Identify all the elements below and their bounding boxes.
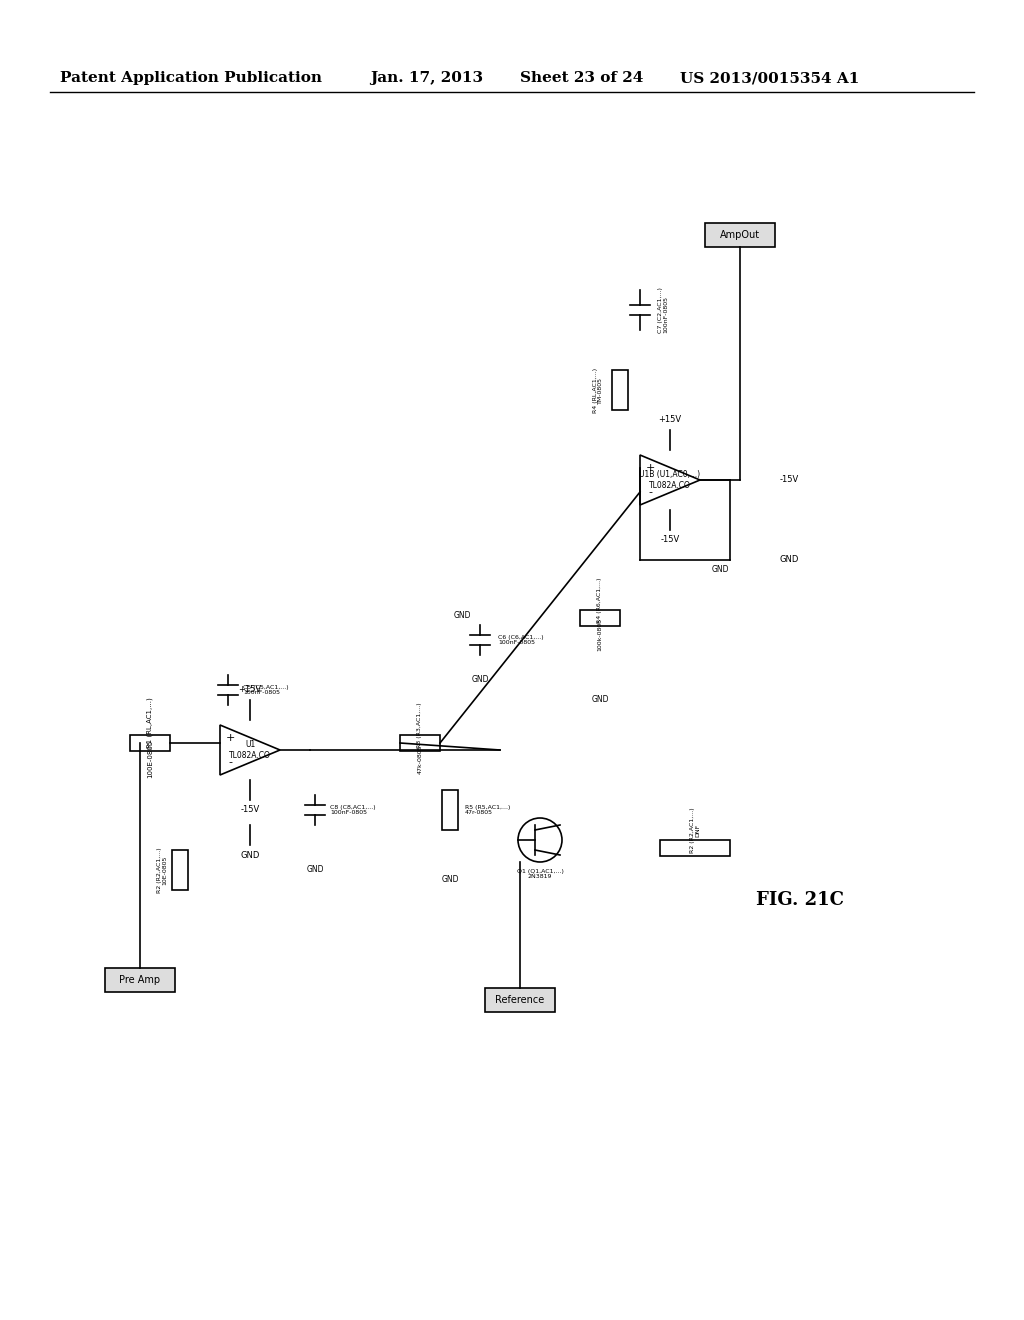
Text: R2 (R2,AC1,...)
DNF: R2 (R2,AC1,...) DNF <box>689 808 700 853</box>
Text: R1 (RL,AC1,...): R1 (RL,AC1,...) <box>146 698 154 748</box>
Bar <box>172 850 188 890</box>
Bar <box>705 223 775 247</box>
Text: -15V: -15V <box>241 805 260 814</box>
Text: +15V: +15V <box>239 685 261 694</box>
Bar <box>612 370 628 411</box>
Text: R3 (R3,AC1,...): R3 (R3,AC1,...) <box>418 702 423 748</box>
Text: C6 (C6,AC1,...)
100nF-0805: C6 (C6,AC1,...) 100nF-0805 <box>498 635 544 645</box>
Text: GND: GND <box>441 875 459 884</box>
Text: C7 (C2,AC1,...)
100nF-0805: C7 (C2,AC1,...) 100nF-0805 <box>658 286 669 333</box>
Text: Patent Application Publication: Patent Application Publication <box>60 71 322 84</box>
Text: R2 (R2,AC1,...)
10E-0805: R2 (R2,AC1,...) 10E-0805 <box>157 847 167 892</box>
Text: GND: GND <box>241 850 260 859</box>
Text: R4 (RL,AC1,...)
TM-0805: R4 (RL,AC1,...) TM-0805 <box>593 367 603 413</box>
Bar <box>105 968 175 993</box>
Text: Sheet 23 of 24: Sheet 23 of 24 <box>520 71 643 84</box>
Text: Pre Amp: Pre Amp <box>120 975 161 985</box>
Text: U1
TL082A.CO: U1 TL082A.CO <box>229 741 271 760</box>
Text: R5 (R5,AC1,...)
47r-0805: R5 (R5,AC1,...) 47r-0805 <box>465 805 510 816</box>
Text: +: + <box>645 463 654 473</box>
Text: Q1 (Q1,AC1,...)
2N3819: Q1 (Q1,AC1,...) 2N3819 <box>516 869 563 879</box>
Text: US 2013/0015354 A1: US 2013/0015354 A1 <box>680 71 859 84</box>
Text: GND: GND <box>780 556 800 565</box>
Text: 47k-0805: 47k-0805 <box>418 744 423 774</box>
Bar <box>400 735 440 751</box>
Text: GND: GND <box>471 676 488 685</box>
Text: GND: GND <box>712 565 729 574</box>
Text: 100k-0805: 100k-0805 <box>597 618 602 651</box>
Text: 100E-0805: 100E-0805 <box>147 741 153 777</box>
Text: AmpOut: AmpOut <box>720 230 760 240</box>
Bar <box>660 840 730 855</box>
Text: FIG. 21C: FIG. 21C <box>756 891 844 909</box>
Text: -: - <box>228 756 232 767</box>
Text: C5 (C5,AC1,...)
100nF-0805: C5 (C5,AC1,...) 100nF-0805 <box>243 685 289 696</box>
Text: C8 (C8,AC1,...)
100nF-0805: C8 (C8,AC1,...) 100nF-0805 <box>330 805 376 816</box>
Text: R4 (R6,AC1,...): R4 (R6,AC1,...) <box>597 577 602 623</box>
Bar <box>442 789 458 830</box>
Text: GND: GND <box>306 866 324 874</box>
Text: +: + <box>225 733 234 743</box>
Bar <box>485 987 555 1012</box>
Text: Jan. 17, 2013: Jan. 17, 2013 <box>370 71 483 84</box>
Text: Reference: Reference <box>496 995 545 1005</box>
Text: GND: GND <box>454 610 471 619</box>
Bar <box>580 610 620 626</box>
Text: -: - <box>648 487 652 498</box>
Text: GND: GND <box>591 696 608 705</box>
Text: -15V: -15V <box>780 475 800 484</box>
Bar <box>130 735 170 751</box>
Text: +15V: +15V <box>658 416 682 425</box>
Text: -15V: -15V <box>660 536 680 544</box>
Text: U1B (U1,AC0,...)
TL082A.CO: U1B (U1,AC0,...) TL082A.CO <box>639 470 700 490</box>
